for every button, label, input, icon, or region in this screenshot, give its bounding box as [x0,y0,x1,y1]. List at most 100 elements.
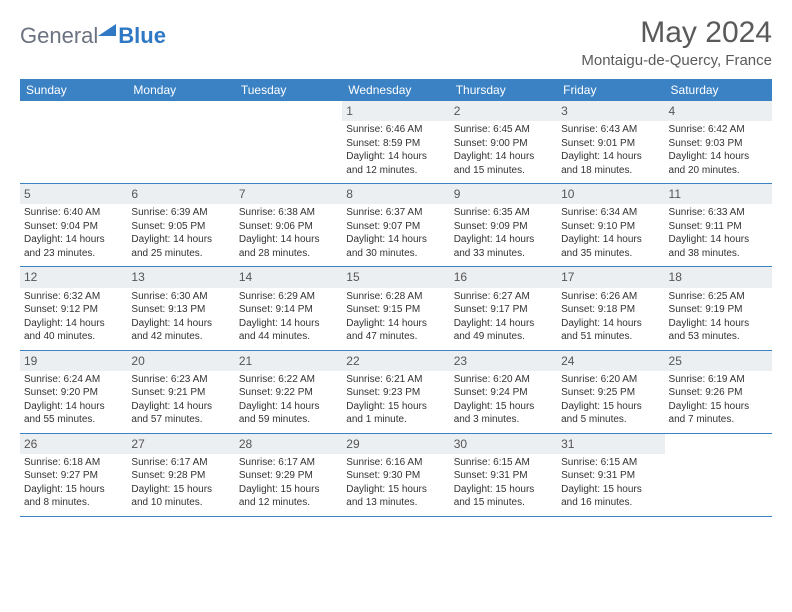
sunrise-text: Sunrise: 6:19 AM [669,373,768,387]
day-number: 13 [127,267,234,287]
daylight-text: Daylight: 15 hours and 10 minutes. [131,483,230,510]
day-cell: 3Sunrise: 6:43 AMSunset: 9:01 PMDaylight… [557,101,664,183]
sunset-text: Sunset: 9:31 PM [454,469,553,483]
day-content: Sunrise: 6:17 AMSunset: 9:28 PMDaylight:… [127,454,234,516]
sunrise-text: Sunrise: 6:45 AM [454,123,553,137]
day-header: Saturday [665,79,772,101]
day-content: Sunrise: 6:46 AMSunset: 8:59 PMDaylight:… [342,121,449,183]
sunrise-text: Sunrise: 6:30 AM [131,290,230,304]
day-cell: 23Sunrise: 6:20 AMSunset: 9:24 PMDayligh… [450,351,557,433]
day-number: 23 [450,351,557,371]
day-cell: 18Sunrise: 6:25 AMSunset: 9:19 PMDayligh… [665,267,772,349]
sunset-text: Sunset: 9:11 PM [669,220,768,234]
day-content: Sunrise: 6:21 AMSunset: 9:23 PMDaylight:… [342,371,449,433]
day-number: 4 [665,101,772,121]
daylight-text: Daylight: 14 hours and 57 minutes. [131,400,230,427]
day-content: Sunrise: 6:15 AMSunset: 9:31 PMDaylight:… [450,454,557,516]
day-cell: 30Sunrise: 6:15 AMSunset: 9:31 PMDayligh… [450,434,557,516]
calendar-grid: SundayMondayTuesdayWednesdayThursdayFrid… [20,79,772,517]
sunrise-text: Sunrise: 6:28 AM [346,290,445,304]
daylight-text: Daylight: 14 hours and 53 minutes. [669,317,768,344]
daylight-text: Daylight: 14 hours and 33 minutes. [454,233,553,260]
daylight-text: Daylight: 15 hours and 1 minute. [346,400,445,427]
day-number: 17 [557,267,664,287]
sunset-text: Sunset: 9:17 PM [454,303,553,317]
header: General Blue May 2024 Montaigu-de-Quercy… [20,16,772,69]
day-content: Sunrise: 6:37 AMSunset: 9:07 PMDaylight:… [342,204,449,266]
day-cell: 8Sunrise: 6:37 AMSunset: 9:07 PMDaylight… [342,184,449,266]
daylight-text: Daylight: 14 hours and 55 minutes. [24,400,123,427]
sunset-text: Sunset: 9:27 PM [24,469,123,483]
sunrise-text: Sunrise: 6:40 AM [24,206,123,220]
day-cell: 25Sunrise: 6:19 AMSunset: 9:26 PMDayligh… [665,351,772,433]
day-header: Tuesday [235,79,342,101]
day-content: Sunrise: 6:22 AMSunset: 9:22 PMDaylight:… [235,371,342,433]
day-cell: 19Sunrise: 6:24 AMSunset: 9:20 PMDayligh… [20,351,127,433]
day-content: Sunrise: 6:25 AMSunset: 9:19 PMDaylight:… [665,288,772,350]
day-content: Sunrise: 6:30 AMSunset: 9:13 PMDaylight:… [127,288,234,350]
week-row: 5Sunrise: 6:40 AMSunset: 9:04 PMDaylight… [20,184,772,267]
day-header: Thursday [450,79,557,101]
day-cell [665,434,772,516]
logo-text-blue: Blue [118,23,166,49]
day-number: 18 [665,267,772,287]
day-number: 6 [127,184,234,204]
sunset-text: Sunset: 9:29 PM [239,469,338,483]
day-cell: 9Sunrise: 6:35 AMSunset: 9:09 PMDaylight… [450,184,557,266]
day-content: Sunrise: 6:27 AMSunset: 9:17 PMDaylight:… [450,288,557,350]
sunrise-text: Sunrise: 6:23 AM [131,373,230,387]
day-cell: 5Sunrise: 6:40 AMSunset: 9:04 PMDaylight… [20,184,127,266]
day-cell: 7Sunrise: 6:38 AMSunset: 9:06 PMDaylight… [235,184,342,266]
sunset-text: Sunset: 9:10 PM [561,220,660,234]
daylight-text: Daylight: 14 hours and 51 minutes. [561,317,660,344]
day-number: 3 [557,101,664,121]
day-content: Sunrise: 6:15 AMSunset: 9:31 PMDaylight:… [557,454,664,516]
day-header: Friday [557,79,664,101]
sunset-text: Sunset: 9:12 PM [24,303,123,317]
sunrise-text: Sunrise: 6:20 AM [561,373,660,387]
day-number: 16 [450,267,557,287]
location-text: Montaigu-de-Quercy, France [581,52,772,69]
day-number: 12 [20,267,127,287]
day-number: 27 [127,434,234,454]
daylight-text: Daylight: 14 hours and 49 minutes. [454,317,553,344]
sunrise-text: Sunrise: 6:21 AM [346,373,445,387]
sunrise-text: Sunrise: 6:43 AM [561,123,660,137]
sunset-text: Sunset: 9:00 PM [454,137,553,151]
day-cell: 26Sunrise: 6:18 AMSunset: 9:27 PMDayligh… [20,434,127,516]
day-content: Sunrise: 6:34 AMSunset: 9:10 PMDaylight:… [557,204,664,266]
day-content: Sunrise: 6:32 AMSunset: 9:12 PMDaylight:… [20,288,127,350]
daylight-text: Daylight: 14 hours and 25 minutes. [131,233,230,260]
day-number: 1 [342,101,449,121]
sunset-text: Sunset: 9:03 PM [669,137,768,151]
sunset-text: Sunset: 9:15 PM [346,303,445,317]
daylight-text: Daylight: 14 hours and 30 minutes. [346,233,445,260]
day-content: Sunrise: 6:17 AMSunset: 9:29 PMDaylight:… [235,454,342,516]
day-content: Sunrise: 6:26 AMSunset: 9:18 PMDaylight:… [557,288,664,350]
sunrise-text: Sunrise: 6:32 AM [24,290,123,304]
daylight-text: Daylight: 14 hours and 59 minutes. [239,400,338,427]
daylight-text: Daylight: 14 hours and 23 minutes. [24,233,123,260]
sunset-text: Sunset: 9:21 PM [131,386,230,400]
sunrise-text: Sunrise: 6:46 AM [346,123,445,137]
day-number: 28 [235,434,342,454]
day-content: Sunrise: 6:33 AMSunset: 9:11 PMDaylight:… [665,204,772,266]
week-row: 12Sunrise: 6:32 AMSunset: 9:12 PMDayligh… [20,267,772,350]
daylight-text: Daylight: 14 hours and 38 minutes. [669,233,768,260]
sunrise-text: Sunrise: 6:24 AM [24,373,123,387]
sunrise-text: Sunrise: 6:42 AM [669,123,768,137]
sunset-text: Sunset: 9:20 PM [24,386,123,400]
day-content: Sunrise: 6:18 AMSunset: 9:27 PMDaylight:… [20,454,127,516]
logo: General Blue [20,16,166,49]
day-content: Sunrise: 6:39 AMSunset: 9:05 PMDaylight:… [127,204,234,266]
sunrise-text: Sunrise: 6:17 AM [239,456,338,470]
day-content: Sunrise: 6:29 AMSunset: 9:14 PMDaylight:… [235,288,342,350]
logo-triangle-icon [98,22,116,41]
day-number: 9 [450,184,557,204]
daylight-text: Daylight: 15 hours and 15 minutes. [454,483,553,510]
day-content: Sunrise: 6:16 AMSunset: 9:30 PMDaylight:… [342,454,449,516]
sunset-text: Sunset: 9:24 PM [454,386,553,400]
day-number: 15 [342,267,449,287]
day-number: 20 [127,351,234,371]
sunrise-text: Sunrise: 6:16 AM [346,456,445,470]
